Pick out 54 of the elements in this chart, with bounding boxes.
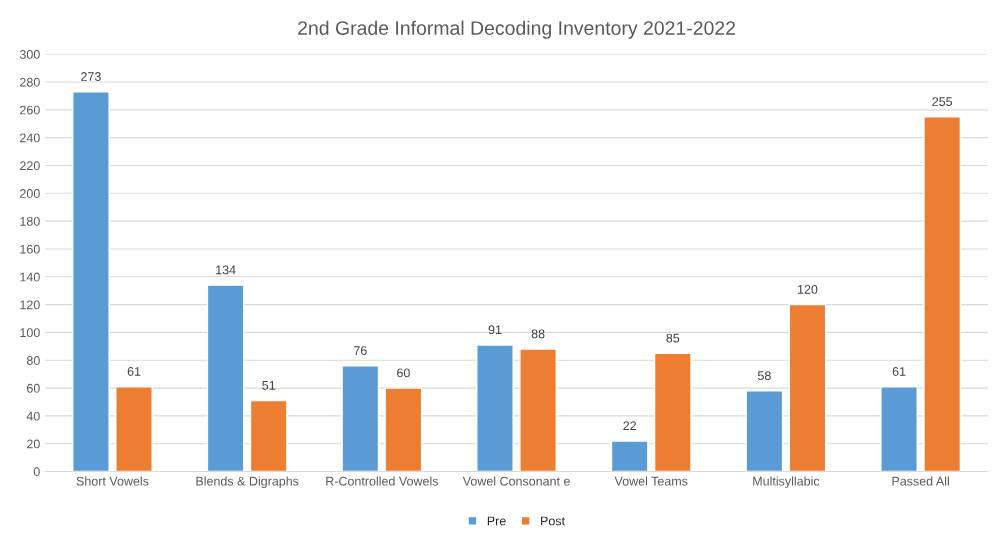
bar bbox=[72, 91, 110, 472]
data-label: 51 bbox=[262, 381, 276, 390]
chart-title: 2nd Grade Informal Decoding Inventory 2021-2022 bbox=[298, 20, 736, 39]
y-tick-label: 80 bbox=[26, 356, 40, 365]
data-label: 255 bbox=[932, 97, 953, 106]
data-label: 60 bbox=[397, 368, 410, 378]
bar bbox=[610, 440, 649, 472]
y-tick-label: 180 bbox=[20, 216, 40, 226]
y-tick-label: 200 bbox=[20, 189, 40, 198]
x-tick-label: Vowel Consonant e bbox=[462, 476, 570, 486]
bar bbox=[206, 284, 245, 472]
bar bbox=[384, 387, 423, 472]
bar bbox=[519, 348, 557, 472]
y-tick-label: 300 bbox=[19, 50, 40, 59]
y-tick-label: 140 bbox=[20, 272, 40, 282]
bar bbox=[341, 365, 380, 472]
y-tick-label: 160 bbox=[20, 244, 40, 254]
data-label: 273 bbox=[81, 72, 101, 81]
y-tick-label: 20 bbox=[27, 439, 40, 449]
bar bbox=[653, 352, 692, 472]
bar bbox=[115, 385, 153, 472]
data-label: 58 bbox=[757, 371, 771, 381]
y-tick-label: 240 bbox=[20, 133, 40, 143]
y-tick-label: 40 bbox=[26, 411, 40, 421]
data-label: 91 bbox=[488, 325, 502, 335]
y-tick-label: 260 bbox=[20, 105, 40, 115]
bar bbox=[249, 399, 288, 472]
legend-label: Post bbox=[541, 516, 565, 526]
x-tick-label: Short Vowels bbox=[76, 476, 149, 486]
data-label: 22 bbox=[623, 421, 637, 431]
y-tick-label: 100 bbox=[20, 328, 40, 338]
bar bbox=[476, 344, 514, 472]
data-label: 61 bbox=[892, 367, 906, 376]
x-tick-label: R-Controlled Vowels bbox=[326, 476, 439, 486]
bar bbox=[923, 116, 962, 472]
y-tick-label: 220 bbox=[20, 161, 40, 171]
data-label: 61 bbox=[127, 367, 141, 376]
x-tick-label: Vowel Teams bbox=[614, 476, 688, 486]
data-label: 88 bbox=[531, 329, 545, 339]
y-tick-label: 280 bbox=[20, 77, 40, 87]
bar bbox=[788, 303, 827, 472]
x-tick-label: Passed All bbox=[892, 476, 949, 486]
data-label: 120 bbox=[798, 284, 818, 294]
y-tick-label: 120 bbox=[20, 300, 40, 310]
legend-label: Pre bbox=[487, 516, 506, 526]
data-label: 134 bbox=[216, 265, 236, 275]
x-tick-label: Multisyllabic bbox=[753, 476, 820, 489]
x-tick-label: Blends & Digraphs bbox=[196, 476, 299, 489]
bar bbox=[745, 390, 784, 472]
y-tick-label: 60 bbox=[27, 383, 40, 393]
data-label: 76 bbox=[354, 346, 367, 356]
data-label: 85 bbox=[666, 333, 680, 343]
y-tick-label: 0 bbox=[33, 467, 40, 477]
bar bbox=[880, 385, 918, 472]
